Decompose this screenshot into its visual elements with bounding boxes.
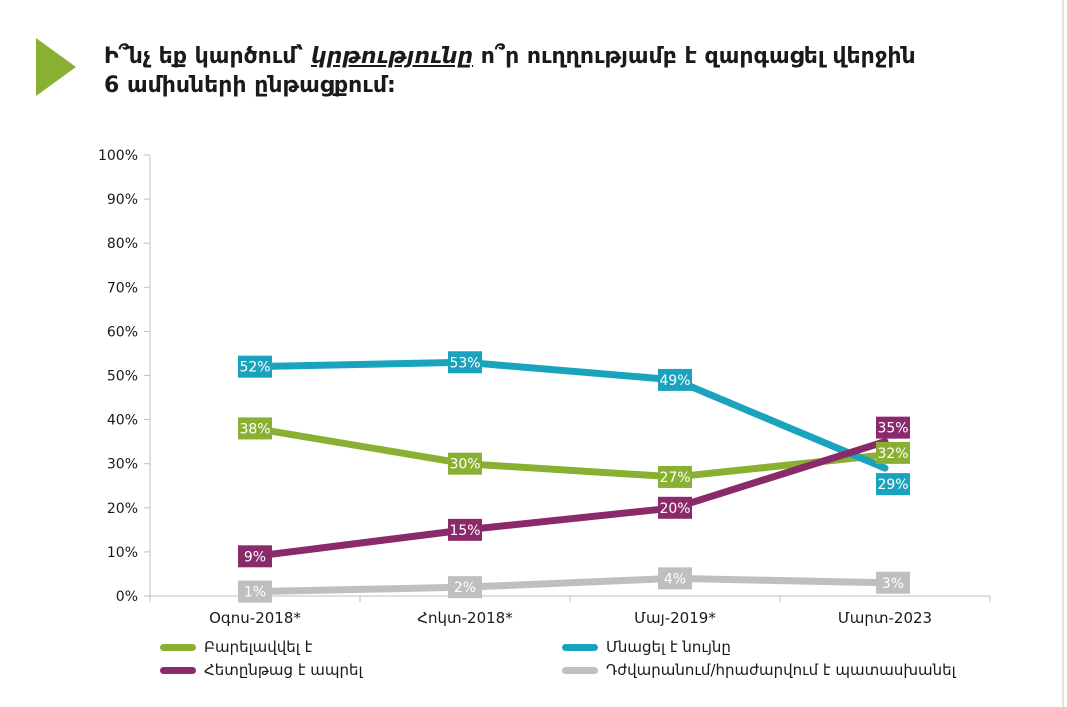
data-label: 20% <box>658 496 692 519</box>
data-label-text: 29% <box>877 477 908 493</box>
data-label-box <box>238 417 272 440</box>
y-tick-label: 30% <box>107 457 138 473</box>
data-label: 15% <box>448 518 482 541</box>
title-line2: 6 ամիսների ընթացքում: <box>104 73 396 98</box>
data-label-box <box>658 465 692 488</box>
y-tick-label: 10% <box>107 545 138 561</box>
data-label: 53% <box>448 351 482 374</box>
data-label-box <box>238 580 272 603</box>
data-label-text: 38% <box>239 421 270 437</box>
data-label-text: 27% <box>659 470 690 486</box>
y-tick-label: 60% <box>107 324 138 340</box>
data-label-text: 4% <box>664 571 686 587</box>
x-tick-label: Օգոս-2018* <box>209 609 301 627</box>
title-part2: ո՞ր ուղղությամբ է զարգացել վերջին <box>473 44 916 69</box>
data-label-box <box>658 567 692 590</box>
data-label-box <box>448 576 482 599</box>
data-label-text: 9% <box>244 549 266 565</box>
data-label-text: 20% <box>659 501 690 517</box>
chart-axes: 0% 10% 20% 30% 40% 50% 60% 70% 80% 90% 100% Օգոս-20… <box>98 148 991 627</box>
series-line-1 <box>251 424 889 481</box>
series-line-4 <box>251 574 889 596</box>
data-label-text: 30% <box>449 457 480 473</box>
data-label-box <box>876 571 910 594</box>
y-tick-label: 50% <box>107 369 138 385</box>
title-part1: Ի՞նչ եք կարծում՝ <box>104 44 311 69</box>
data-label: 49% <box>658 368 692 391</box>
data-label-text: 53% <box>449 355 480 371</box>
data-label: 3% <box>876 571 910 594</box>
data-label: 2% <box>448 576 482 599</box>
y-tick-label: 100% <box>98 148 138 164</box>
x-tick-label: Մարտ-2023 <box>838 609 932 627</box>
y-tick-label: 20% <box>107 501 138 517</box>
data-label: 32% <box>876 441 910 464</box>
y-tick-label: 0% <box>116 589 138 605</box>
title-emphasis: կրթությունը <box>311 44 474 69</box>
data-label-box <box>876 416 910 439</box>
data-label-box <box>658 368 692 391</box>
data-label-text: 35% <box>877 421 908 437</box>
x-tick-label: Հոկտ-2018* <box>417 609 513 627</box>
data-label: 30% <box>448 452 482 475</box>
data-label-text: 52% <box>239 360 270 376</box>
data-label-text: 49% <box>659 373 690 389</box>
series-line-3 <box>251 438 889 560</box>
data-label: 29% <box>876 473 910 496</box>
data-label: 9% <box>238 545 272 568</box>
data-label-text: 15% <box>449 523 480 539</box>
data-label-box <box>876 441 910 464</box>
play-arrow-icon <box>36 38 76 96</box>
series-line-2 <box>251 358 889 472</box>
y-tick-label: 80% <box>107 236 138 252</box>
data-label-text: 3% <box>882 576 904 592</box>
chart-series-lines <box>251 358 889 596</box>
data-label: 35% <box>876 416 910 439</box>
data-label: 1% <box>238 580 272 603</box>
data-label-text: 32% <box>877 446 908 462</box>
data-label-text: 2% <box>454 580 476 596</box>
data-label-box <box>658 496 692 519</box>
chart-data-labels: 38% 30% 27% 32% 52% 53% 49% 29% 9% 15% 20% 35% 1% 2% 4… <box>238 351 910 603</box>
chart-title: Ի՞նչ եք կարծում՝ կրթությունը ո՞ր ուղղութ… <box>104 42 1034 100</box>
data-label: 52% <box>238 355 272 378</box>
data-label-box <box>448 518 482 541</box>
data-label-box <box>876 473 910 496</box>
data-label-box <box>448 452 482 475</box>
data-label-box <box>238 545 272 568</box>
data-label-box <box>448 351 482 374</box>
x-tick-label: Մայ-2019* <box>634 609 716 627</box>
data-label-box <box>238 355 272 378</box>
data-label-text: 1% <box>244 585 266 601</box>
y-tick-label: 90% <box>107 192 138 208</box>
y-tick-label: 70% <box>107 280 138 296</box>
y-tick-label: 40% <box>107 413 138 429</box>
data-label: 4% <box>658 567 692 590</box>
data-label: 38% <box>238 417 272 440</box>
data-label: 27% <box>658 465 692 488</box>
